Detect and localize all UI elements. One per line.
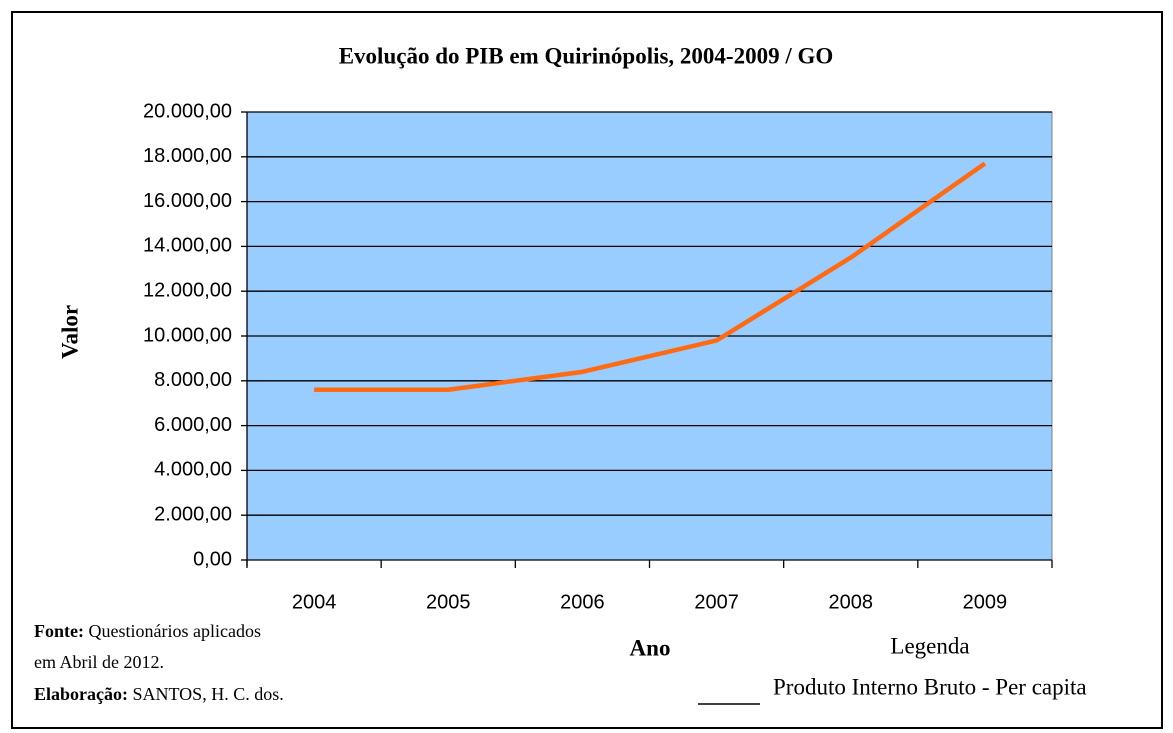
source-text: Questionários aplicados <box>84 621 261 641</box>
y-tick-label: 18.000,00 <box>143 145 232 167</box>
x-tick-label: 2004 <box>292 591 337 613</box>
y-axis-label: Valor <box>57 305 82 359</box>
y-tick-label: 2.000,00 <box>154 503 232 525</box>
x-tick-label: 2005 <box>426 591 471 613</box>
y-tick-label: 12.000,00 <box>143 279 232 301</box>
y-tick-label: 14.000,00 <box>143 235 232 257</box>
credit-text: SANTOS, H. C. dos. <box>128 684 284 704</box>
source-note: Fonte: Questionários aplicados <box>34 621 261 641</box>
y-tick-label: 10.000,00 <box>143 324 232 346</box>
x-tick-label: 2008 <box>829 591 874 613</box>
source-text-2: em Abril de 2012. <box>34 652 164 672</box>
x-tick-label: 2007 <box>694 591 739 613</box>
series-line <box>314 161 987 393</box>
x-axis-label: Ano <box>630 635 671 660</box>
source-label: Fonte: <box>34 621 84 641</box>
credit-label: Elaboração: <box>34 684 128 704</box>
y-tick-label: 20.000,00 <box>143 100 232 122</box>
y-tick-label: 6.000,00 <box>154 414 232 436</box>
legend-title: Legenda <box>890 633 969 658</box>
x-tick-label: 2009 <box>963 591 1008 613</box>
x-tick-label: 2006 <box>560 591 605 613</box>
y-tick-label: 16.000,00 <box>143 190 232 212</box>
credit-note: Elaboração: SANTOS, H. C. dos. <box>34 684 284 704</box>
chart-title: Evolução do PIB em Quirinópolis, 2004-20… <box>339 43 834 68</box>
y-tick-label: 8.000,00 <box>154 369 232 391</box>
y-tick-label: 4.000,00 <box>154 459 232 481</box>
legend-entry: Produto Interno Bruto - Per capita <box>773 674 1087 699</box>
y-tick-label: 0,00 <box>193 548 232 570</box>
